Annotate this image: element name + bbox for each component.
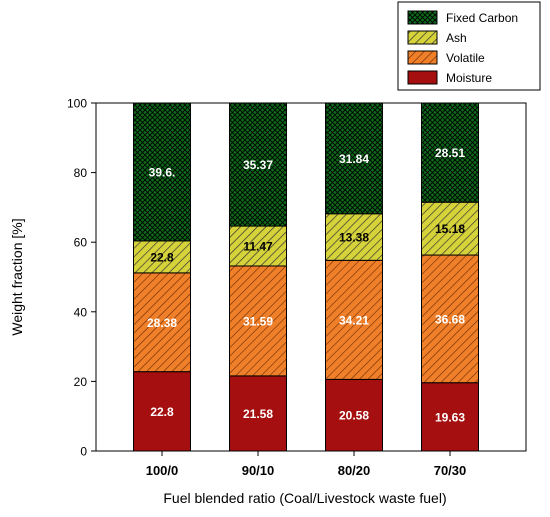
bar-volatile-3	[325, 259, 383, 380]
y-tick-label: 60	[74, 236, 88, 250]
y-tick-label: 80	[74, 166, 88, 180]
data-label-fixed-carbon-3: 31.84	[339, 152, 369, 166]
bar-ash-4	[421, 201, 479, 256]
data-label-moisture-2: 21.58	[243, 407, 273, 421]
data-label-fixed-carbon-1: 39.6.	[149, 165, 176, 179]
data-label-moisture-3: 20.58	[339, 409, 369, 423]
bar-volatile-4	[421, 254, 479, 384]
x-tick-label: 100/0	[146, 463, 179, 478]
data-label-volatile-2: 31.59	[243, 314, 273, 328]
x-axis-label: Fuel blended ratio (Coal/Livestock waste…	[163, 490, 446, 506]
bar-fixed-carbon-3	[325, 102, 383, 215]
data-label-volatile-3: 34.21	[339, 313, 369, 327]
x-tick-label: 70/30	[434, 463, 467, 478]
legend-swatch-volatile	[407, 50, 438, 65]
bar-ash-3	[325, 213, 383, 261]
bar-moisture-3	[325, 378, 383, 452]
data-label-ash-1: 22.8	[150, 250, 174, 264]
bar-ash-2	[229, 225, 287, 267]
y-tick-label: 0	[80, 445, 87, 459]
data-label-volatile-4: 36.68	[435, 312, 465, 326]
bar-fixed-carbon-4	[421, 102, 479, 203]
bar-fixed-carbon-2	[229, 102, 287, 227]
bar-volatile-2	[229, 265, 287, 377]
legend-label-volatile: Volatile	[446, 51, 485, 65]
legend: Fixed Carbon Ash Volatile Moisture	[397, 1, 541, 91]
x-axis: 100/0 90/10 80/20 70/30	[146, 451, 467, 478]
x-tick-label: 80/20	[338, 463, 371, 478]
x-tick-label: 90/10	[242, 463, 275, 478]
data-label-volatile-1: 28.38	[147, 316, 177, 330]
y-tick-label: 40	[74, 305, 88, 319]
data-label-ash-4: 15.18	[435, 222, 465, 236]
y-axis: 0 20 40 60 80 100	[67, 97, 96, 459]
data-label-ash-3: 13.38	[339, 231, 369, 245]
plot-frame	[95, 102, 527, 452]
legend-swatch-fixed-carbon	[407, 10, 438, 25]
data-label-moisture-4: 19.63	[435, 410, 465, 424]
data-label-fixed-carbon-4: 28.51	[435, 146, 465, 160]
legend-label-fixed-carbon: Fixed Carbon	[446, 11, 518, 25]
bar-fixed-carbon-1	[133, 102, 191, 242]
bar-volatile-1	[133, 272, 191, 373]
legend-swatch-moisture	[407, 70, 438, 85]
bar-moisture-4	[421, 382, 479, 452]
y-axis-label: Weight fraction [%]	[9, 218, 25, 335]
data-label-fixed-carbon-2: 35.37	[243, 158, 273, 172]
y-tick-label: 20	[74, 375, 88, 389]
bars-layer: 22.8 28.38 22.8 39.6. 21.58 31.59 11.47 35.37 20…	[133, 102, 479, 452]
legend-label-ash: Ash	[446, 31, 467, 45]
legend-swatch-ash	[407, 30, 438, 45]
y-tick-label: 100	[67, 97, 87, 111]
data-label-ash-2: 11.47	[243, 240, 273, 254]
data-label-moisture-1: 22.8	[150, 405, 174, 419]
legend-label-moisture: Moisture	[446, 71, 492, 85]
